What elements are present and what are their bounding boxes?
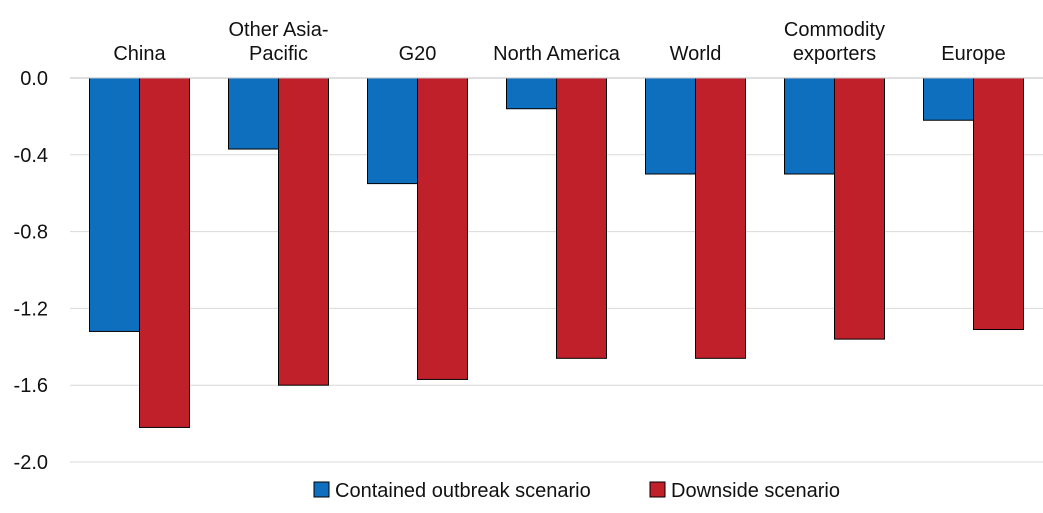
bar-downside: [973, 77, 1024, 331]
legend-label: Contained outbreak scenario: [335, 480, 591, 502]
category-label: Other Asia-Pacific: [228, 19, 328, 65]
bar-contained: [784, 77, 835, 175]
category-label-line: Other Asia-: [228, 19, 328, 41]
y-tick-label: -0.8: [14, 222, 48, 244]
legend-swatch: [649, 481, 666, 498]
category-label: Commodity exporters: [784, 19, 885, 65]
bar-contained: [645, 77, 696, 175]
y-tick-label: -1.6: [14, 375, 48, 397]
bars: [89, 77, 1024, 428]
category-label: G20: [399, 43, 437, 65]
category-label: North America: [493, 43, 621, 65]
y-axis-ticks: 0.0 -0.4 -0.8 -1.2 -1.6 -2.0: [14, 68, 48, 474]
category-label-line: China: [113, 43, 166, 65]
category-label-line: Europe: [941, 43, 1006, 65]
category-label: World: [670, 43, 722, 65]
y-tick-label: -0.4: [14, 145, 48, 167]
bar-contained: [89, 77, 140, 332]
bar-downside: [695, 77, 746, 359]
category-label: Europe: [941, 43, 1006, 65]
bar-downside: [556, 77, 607, 359]
legend: Contained outbreak scenario Downside scen…: [313, 480, 840, 502]
y-tick-label: -1.2: [14, 298, 48, 320]
category-labels: China Other Asia-Pacific G20 North America W…: [113, 19, 1005, 65]
bar-downside: [417, 77, 468, 380]
category-label-line: Pacific: [249, 43, 308, 65]
bar-downside: [139, 77, 190, 428]
category-label-line: North America: [493, 43, 621, 65]
bar-contained: [923, 77, 974, 121]
category-label-line: G20: [399, 43, 437, 65]
legend-label: Downside scenario: [671, 480, 840, 502]
y-tick-label: -2.0: [14, 452, 48, 474]
bar-downside: [834, 77, 885, 340]
bar-downside: [278, 77, 329, 386]
category-label-line: exporters: [793, 43, 876, 65]
bar-contained: [506, 77, 557, 110]
y-tick-label: 0.0: [20, 68, 48, 90]
category-label-line: Commodity: [784, 19, 885, 41]
category-label: China: [113, 43, 166, 65]
bar-contained: [367, 77, 418, 185]
bar-contained: [228, 77, 279, 150]
legend-swatch: [313, 481, 330, 498]
category-label-line: World: [670, 43, 722, 65]
